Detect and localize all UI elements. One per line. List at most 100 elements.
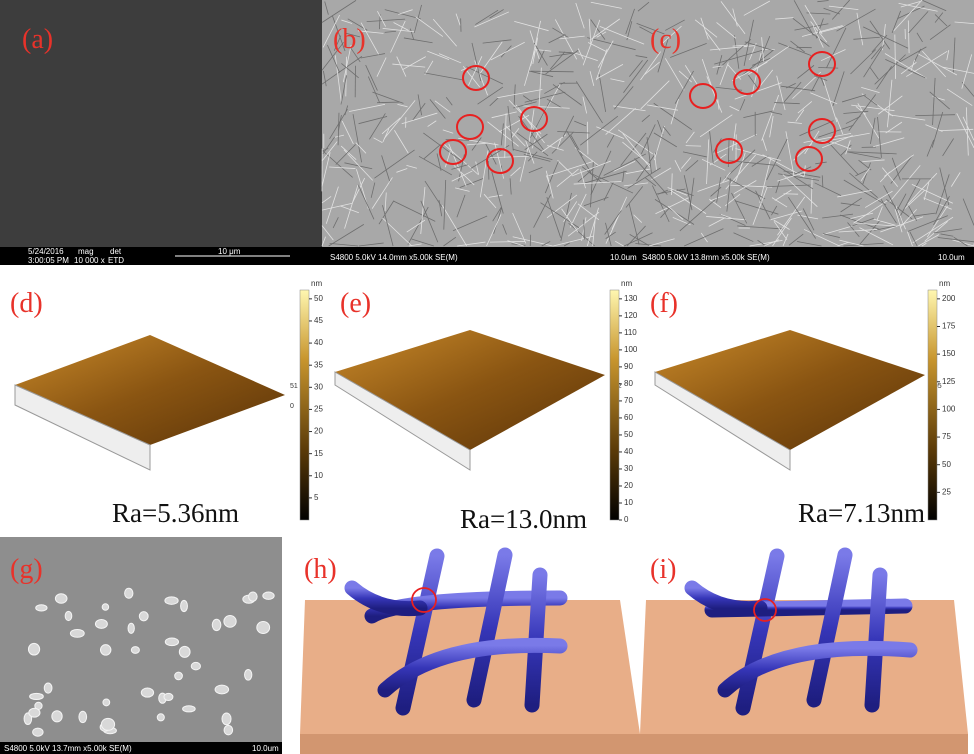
fiber — [528, 109, 535, 142]
fiber — [814, 182, 842, 197]
fiber — [755, 190, 771, 220]
particle — [178, 645, 191, 658]
fiber — [466, 66, 504, 85]
fiber — [795, 109, 805, 122]
fiber — [841, 94, 867, 103]
fiber — [769, 210, 803, 221]
fiber — [323, 70, 327, 87]
fiber — [870, 117, 876, 144]
fiber — [321, 202, 353, 211]
fiber — [445, 97, 453, 106]
fiber — [326, 44, 341, 73]
colorbar-tick-label: 120 — [624, 311, 638, 320]
fiber — [575, 81, 603, 124]
fiber — [706, 76, 723, 113]
fiber — [699, 114, 733, 138]
fiber — [333, 134, 345, 138]
particle — [223, 724, 234, 736]
fiber — [341, 120, 354, 145]
fiber — [716, 22, 737, 39]
fiber — [382, 205, 394, 247]
fiber — [744, 41, 773, 51]
fiber — [822, 135, 853, 149]
fiber — [726, 178, 731, 212]
fiber — [617, 129, 654, 155]
fiber — [774, 102, 800, 105]
fiber — [873, 218, 896, 226]
fiber — [714, 49, 763, 65]
fiber — [582, 96, 588, 114]
fiber — [335, 144, 356, 165]
fiber — [483, 193, 497, 209]
fiber — [557, 160, 573, 175]
fiber — [321, 141, 338, 162]
fiber — [797, 241, 822, 247]
fiber — [886, 79, 893, 128]
sem-image — [0, 537, 282, 754]
fiber — [862, 26, 909, 49]
fiber — [322, 14, 340, 48]
fiber — [931, 111, 944, 148]
fiber — [651, 167, 672, 180]
highlight-circles — [439, 51, 836, 174]
fiber — [538, 50, 545, 64]
fiber — [541, 241, 551, 247]
colorbar-tick-label: 0 — [624, 515, 629, 524]
fiber — [321, 0, 357, 23]
fiber — [674, 70, 694, 104]
fiber — [926, 205, 948, 238]
fiber — [873, 137, 905, 148]
panel-label: (e) — [340, 288, 371, 319]
fiber — [743, 0, 771, 16]
fiber — [657, 189, 668, 195]
fiber — [409, 28, 415, 41]
fiber — [625, 168, 652, 175]
fiber — [625, 8, 635, 35]
fiber — [466, 142, 489, 146]
fiber — [415, 16, 444, 37]
fiber — [732, 8, 738, 27]
fiber — [648, 238, 675, 247]
colorbar — [299, 289, 310, 521]
particle — [180, 599, 188, 613]
particle — [256, 621, 271, 634]
panel-label: (d) — [10, 288, 43, 319]
colorbar-tick-label: 60 — [624, 413, 633, 422]
fiber — [679, 199, 716, 232]
fiber — [548, 34, 566, 44]
fiber — [329, 166, 356, 169]
fiber — [622, 133, 651, 168]
fiber — [553, 235, 595, 247]
fiber — [500, 123, 504, 146]
fiber — [899, 179, 921, 218]
fiber — [894, 208, 903, 233]
fiber — [417, 94, 422, 116]
fiber — [848, 94, 876, 131]
fiber — [427, 50, 450, 60]
fiber — [512, 212, 527, 244]
afm-surface — [335, 330, 605, 450]
fiber — [733, 180, 757, 195]
fiber — [763, 239, 780, 247]
fiber — [566, 130, 592, 175]
fiber — [862, 162, 871, 185]
fiber — [644, 61, 660, 75]
fiber — [486, 155, 530, 159]
fiber — [590, 150, 612, 196]
fiber — [438, 199, 443, 217]
fiber — [912, 216, 954, 244]
colorbar-tick-label: 125 — [942, 377, 956, 386]
particle — [163, 692, 174, 701]
fiber — [590, 19, 606, 40]
fiber — [811, 74, 821, 92]
sem-image — [0, 0, 322, 265]
fiber — [370, 182, 376, 198]
sem-scale: 10.0um — [938, 253, 965, 262]
fiber — [674, 159, 682, 172]
fiber — [355, 142, 367, 154]
fiber — [373, 137, 383, 143]
fiber — [731, 123, 737, 151]
fiber — [709, 45, 756, 51]
fiber — [574, 120, 587, 127]
fiber — [509, 178, 512, 195]
